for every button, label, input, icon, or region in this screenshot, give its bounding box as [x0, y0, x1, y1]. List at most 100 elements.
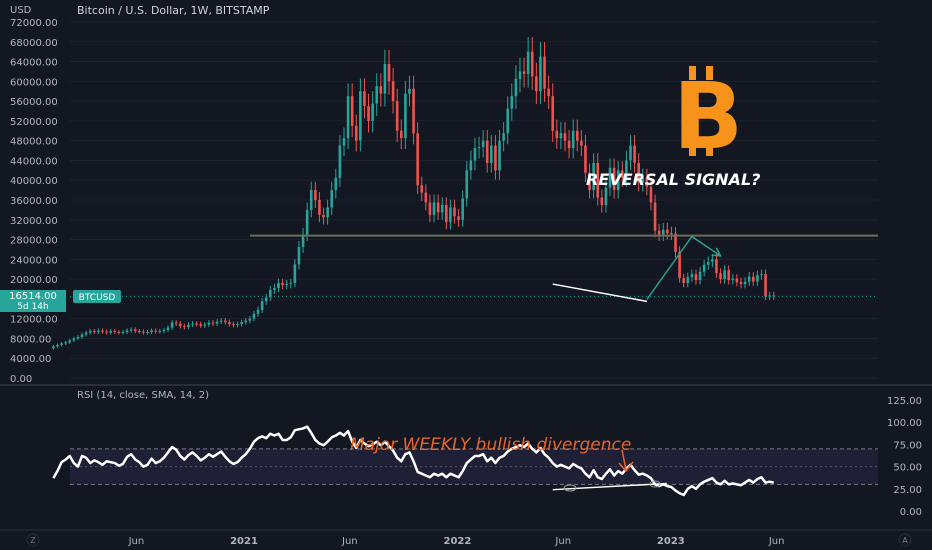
candle-body: [473, 148, 477, 161]
candle-body: [608, 167, 612, 188]
candle-body: [223, 320, 227, 323]
rsi-low-marker: [563, 484, 577, 492]
candle-body: [142, 331, 145, 333]
candle-body: [567, 140, 571, 149]
candle-body: [64, 342, 67, 344]
candle-body: [203, 324, 207, 326]
candle-body: [121, 332, 125, 334]
candle-body: [383, 64, 387, 94]
candle-body: [305, 209, 309, 235]
rsi-recent-marker: [649, 480, 661, 488]
rsi-tick-label: 100.00: [887, 418, 922, 429]
candle-body: [637, 162, 640, 183]
chart-title: Bitcoin / U.S. Dollar, 1W, BITSTAMP: [77, 4, 270, 17]
candle-body: [723, 270, 726, 280]
time-axis-label: Jun: [768, 536, 785, 547]
candle-body: [449, 207, 452, 223]
candle-body: [354, 125, 358, 141]
candle-body: [641, 177, 645, 183]
candle-body: [260, 301, 264, 310]
candle-body: [232, 324, 235, 326]
candle-body: [363, 91, 366, 107]
candle-body: [387, 64, 391, 82]
zoom-reset-button[interactable]: [26, 533, 40, 547]
candle-body: [588, 172, 591, 191]
candle-body: [256, 309, 260, 314]
candle-body: [88, 331, 92, 333]
candle-body: [661, 229, 665, 235]
symbol-badge-label: BTCUSD: [79, 293, 116, 303]
projection-path[interactable]: [646, 235, 721, 300]
candle-body: [199, 324, 203, 326]
candle-body: [535, 76, 538, 92]
candle-body: [616, 170, 620, 191]
candle-body: [731, 278, 735, 281]
candle-body: [158, 331, 162, 333]
candle-body: [72, 338, 76, 341]
candle-body: [117, 332, 121, 334]
candle-body: [518, 71, 522, 79]
candle-body: [735, 278, 739, 283]
candle-body: [109, 331, 112, 333]
candle-body: [678, 251, 681, 279]
candle-body: [170, 322, 174, 328]
candle-body: [539, 56, 542, 92]
candle-body: [105, 331, 108, 333]
reversal-signal-annotation[interactable]: REVERSAL SIGNAL?: [586, 170, 760, 189]
divergence-annotation[interactable]: Major WEEKLY bullish divergence: [350, 435, 631, 455]
candle-body: [301, 234, 305, 247]
candle-body: [342, 138, 346, 146]
candle-body: [756, 275, 759, 282]
bar-countdown: 5d 14h: [17, 302, 48, 312]
candle-body: [526, 51, 530, 74]
rsi-legend[interactable]: RSI (14, close, SMA, 14, 2): [77, 390, 209, 401]
candle-body: [330, 190, 334, 208]
auto-scale-button[interactable]: [898, 533, 912, 547]
candle-body: [481, 140, 485, 148]
last-price-badge[interactable]: [0, 290, 66, 312]
candle-body: [289, 283, 293, 285]
price-divergence-trendline[interactable]: [552, 283, 647, 303]
candle-body: [285, 284, 288, 286]
bitcoin-logo-bar-top-right: [706, 66, 713, 80]
candle-body: [346, 96, 350, 139]
price-grid: [70, 21, 878, 379]
price-axis-ticks: 72000.00 68000.00 64000.00 60000.00 56000.00…: [10, 18, 58, 385]
candle-body: [350, 96, 354, 126]
price-tick-label: 44000.00: [10, 156, 58, 167]
bitcoin-logo-bar-bottom-left: [689, 142, 696, 156]
time-axis-label: Jun: [128, 536, 145, 547]
candle-body: [612, 167, 616, 191]
candle-body: [80, 334, 84, 337]
candle-body: [101, 330, 104, 332]
candle-body: [211, 322, 215, 324]
rsi-tick-label: 0.00: [900, 507, 922, 518]
candle-body: [297, 246, 301, 265]
rsi-divergence-trendline[interactable]: [552, 482, 667, 491]
candle-body: [702, 264, 706, 272]
candle-body: [207, 322, 211, 325]
candle-body: [146, 332, 149, 334]
price-tick-label: 68000.00: [10, 38, 58, 49]
price-tick-label: 0.00: [10, 374, 32, 385]
price-tick-label: 12000.00: [10, 315, 58, 326]
candle-body: [653, 202, 657, 231]
candle-body: [719, 273, 722, 280]
candle-body: [580, 140, 583, 146]
candle-body: [195, 323, 198, 325]
candle-body: [154, 330, 158, 332]
projection-arrowhead: [711, 247, 722, 257]
price-tick-label: 72000.00: [10, 18, 58, 29]
candle-body: [432, 202, 436, 215]
candle-body: [747, 276, 751, 282]
candle-body: [436, 202, 440, 213]
candle-body: [727, 270, 731, 281]
candle-body: [530, 51, 534, 77]
price-tick-label: 40000.00: [10, 176, 58, 187]
candle-body: [490, 145, 493, 163]
candle-body: [56, 344, 59, 347]
rsi-band-fill: [70, 448, 878, 485]
symbol-badge[interactable]: [73, 290, 121, 303]
candle-body: [522, 71, 526, 74]
